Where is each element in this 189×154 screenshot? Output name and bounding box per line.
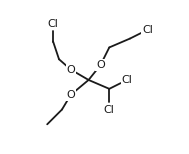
Text: O: O: [67, 90, 75, 100]
Text: Cl: Cl: [104, 105, 115, 115]
Text: O: O: [96, 60, 105, 70]
Text: Cl: Cl: [122, 75, 132, 85]
Text: O: O: [67, 65, 75, 75]
Text: Cl: Cl: [48, 19, 59, 29]
Text: Cl: Cl: [142, 25, 153, 35]
